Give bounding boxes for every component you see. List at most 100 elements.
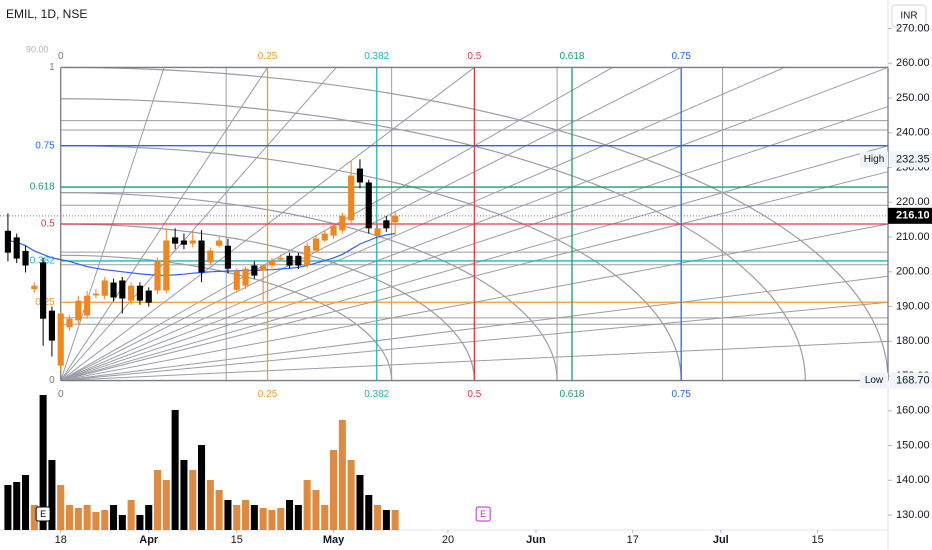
volume-bar	[92, 512, 100, 530]
volume-bar	[250, 505, 258, 530]
volume-bar	[154, 470, 162, 530]
candle-body	[339, 215, 346, 231]
x-tick-label: 15	[231, 534, 243, 546]
volume-bar	[48, 460, 56, 530]
candle-body	[330, 225, 337, 236]
fib-label-h: 0	[49, 375, 55, 386]
volume-bar	[30, 505, 38, 530]
volume-bar	[347, 460, 355, 530]
candle-body	[92, 293, 100, 296]
volume-bar	[171, 410, 179, 530]
event-marker	[35, 506, 51, 522]
y-tick-label: 200.00	[896, 266, 930, 278]
candle-body	[392, 215, 399, 223]
candle-body	[22, 250, 29, 266]
candle-body	[295, 255, 302, 266]
volume-bar	[233, 505, 241, 530]
fib-label-top: 0.25	[258, 51, 278, 62]
candle-body	[101, 280, 108, 296]
event-label: E	[40, 509, 46, 519]
candle-body	[119, 280, 126, 299]
volume-bar	[66, 505, 74, 530]
volume-bar	[206, 480, 214, 530]
gann-arc	[60, 145, 682, 381]
candle-body	[189, 240, 196, 244]
candle-body	[110, 282, 117, 298]
volume-bar	[382, 510, 390, 530]
y-tick-label: 220.00	[896, 196, 930, 208]
volume-bar	[145, 505, 153, 530]
candle-body	[224, 245, 232, 269]
volume-bar	[294, 505, 302, 530]
chart-title: EMIL, 1D, NSE	[6, 7, 87, 21]
volume-bar	[277, 508, 285, 530]
y-tick-label: 190.00	[896, 300, 930, 312]
y-tick-label: 130.00	[896, 509, 930, 521]
fib-label-h: 0.5	[41, 219, 55, 230]
volume-bar	[356, 475, 364, 530]
event-label: E	[480, 509, 486, 519]
currency-button[interactable]	[891, 4, 927, 28]
volume-bar	[365, 495, 373, 530]
volume-bar	[57, 485, 65, 530]
candle-body	[136, 285, 144, 301]
x-tick-label: 15	[811, 534, 823, 546]
fib-label-top: 0.618	[559, 51, 584, 62]
currency-label[interactable]: INR	[900, 11, 917, 22]
low-value-bg	[890, 372, 932, 389]
volume-bar	[259, 508, 267, 530]
candle-body	[356, 168, 364, 183]
fib-label-bottom: 0.5	[467, 389, 481, 400]
volume-bar	[110, 505, 118, 530]
candle-body	[348, 175, 355, 221]
fib-label-top: 0.5	[467, 51, 481, 62]
candle-body	[383, 220, 390, 229]
fib-label-top: 0	[58, 51, 64, 62]
x-tick-label: Apr	[139, 534, 159, 546]
fib-label-bottom: 0.75	[671, 389, 691, 400]
candle-body	[57, 313, 64, 366]
candle-body	[365, 182, 372, 229]
y-tick-label: 180.00	[896, 335, 930, 347]
candle-body	[198, 240, 205, 273]
candle-body	[251, 265, 258, 276]
candle-body	[216, 240, 223, 246]
candle-body	[75, 300, 82, 321]
gann-arc	[60, 192, 558, 381]
last-price-bg	[888, 207, 932, 224]
candle-body	[242, 268, 249, 286]
volume-bar	[4, 485, 12, 530]
candle-body	[163, 240, 170, 291]
volume-bar	[13, 482, 21, 530]
fib-label-bottom: 0.382	[364, 389, 389, 400]
volume-bar	[286, 500, 294, 530]
candle-body	[145, 290, 152, 303]
candle-body	[172, 237, 179, 244]
fib-label-h: 1	[49, 62, 55, 73]
candle-body	[84, 295, 91, 316]
volume-bar	[180, 460, 188, 530]
volume-bar	[330, 450, 338, 530]
volume-bar	[39, 395, 47, 530]
low-tag: Low	[865, 375, 884, 386]
y-tick-label: 210.00	[896, 231, 930, 243]
x-tick-label: Jul	[713, 534, 729, 546]
gann-arc	[60, 98, 806, 381]
gann-arc	[60, 223, 475, 381]
y-tick-label: 260.00	[896, 57, 930, 69]
low-value: 168.70	[896, 374, 930, 386]
x-tick-label: 18	[55, 534, 67, 546]
volume-bar	[321, 505, 329, 530]
candle-body	[40, 262, 47, 319]
candle-body	[48, 310, 56, 341]
volume-bar	[118, 515, 126, 530]
candle-body	[260, 265, 267, 271]
volume-bar	[74, 508, 82, 530]
volume-bar	[312, 490, 320, 530]
candle-body	[180, 240, 188, 245]
y-tick-label: 150.00	[896, 439, 930, 451]
high-tag-bg	[860, 151, 888, 168]
